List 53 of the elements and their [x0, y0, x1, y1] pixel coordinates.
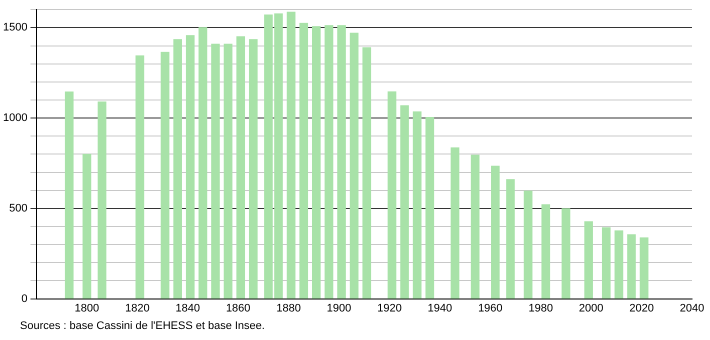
- bar: [160, 52, 170, 299]
- bar: [136, 55, 144, 299]
- bar: [198, 27, 208, 299]
- bar: [224, 44, 232, 299]
- x-tick-label: 1800: [74, 302, 100, 314]
- y-tick-label: 500: [9, 202, 28, 214]
- bar: [82, 154, 92, 299]
- x-tick-label: 1940: [428, 302, 452, 314]
- y-tick-label: 1500: [2, 22, 28, 34]
- bar: [541, 204, 550, 299]
- x-tick-label: 1880: [276, 302, 301, 314]
- bar: [173, 39, 182, 299]
- bar: [614, 230, 624, 299]
- bar: [286, 12, 296, 299]
- x-tick-label: 1820: [125, 302, 150, 314]
- bar: [299, 22, 308, 299]
- bar: [562, 208, 570, 299]
- bar: [450, 147, 460, 299]
- bar: [584, 221, 593, 299]
- bar: [312, 26, 321, 299]
- bar: [491, 166, 500, 299]
- bar: [98, 101, 106, 299]
- x-tick-label: 1920: [377, 302, 402, 314]
- bar: [470, 154, 480, 299]
- source-note: Sources : base Cassini de l'EHESS et base Insee.: [20, 320, 265, 332]
- x-tick-label: 2020: [629, 302, 654, 314]
- bar: [186, 35, 195, 299]
- bar: [324, 25, 334, 299]
- x-tick-label: 1840: [176, 302, 200, 314]
- x-tick-label: 2000: [578, 302, 604, 314]
- bar: [337, 25, 346, 299]
- bar: [602, 227, 611, 299]
- y-tick-label: 1000: [2, 112, 28, 124]
- y-tick-label: 0: [21, 292, 28, 305]
- bar: [350, 32, 358, 299]
- bar: [400, 105, 409, 299]
- bar: [236, 36, 246, 299]
- bar: [248, 39, 258, 299]
- bar: [362, 47, 372, 299]
- bar: [627, 234, 636, 299]
- bar: [412, 111, 422, 299]
- x-tick-label: 1960: [478, 302, 503, 314]
- bar: [640, 237, 648, 299]
- bar: [524, 190, 532, 299]
- bar: [425, 116, 434, 299]
- x-tick-label: 2040: [680, 302, 704, 314]
- x-tick-label: 1860: [226, 302, 250, 314]
- x-tick-label: 1900: [326, 302, 352, 314]
- bar: [64, 92, 74, 299]
- bar: [506, 179, 515, 299]
- x-tick-label: 1980: [528, 302, 553, 314]
- bar: [211, 44, 220, 299]
- bar: [388, 91, 396, 299]
